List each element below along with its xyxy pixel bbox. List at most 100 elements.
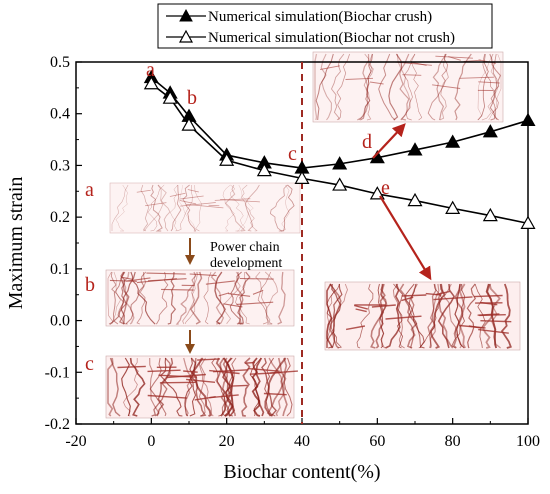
force-chain xyxy=(314,53,318,121)
inset-label-a: a xyxy=(85,179,94,201)
force-chain xyxy=(240,184,258,232)
force-chain xyxy=(490,53,499,121)
y-tick-label: 0.2 xyxy=(50,209,70,226)
force-chain xyxy=(157,184,171,232)
arrow-d xyxy=(372,123,406,159)
force-chain-branch xyxy=(448,56,461,61)
force-chain-branch xyxy=(223,303,243,308)
force-chain-branch xyxy=(121,276,133,280)
force-chain xyxy=(222,184,235,232)
inset-image-b xyxy=(105,269,295,327)
force-chain xyxy=(107,271,114,325)
series-2-point xyxy=(219,152,235,166)
force-chain xyxy=(466,283,477,349)
force-chain xyxy=(439,53,449,121)
force-chain xyxy=(230,184,246,232)
force-chain xyxy=(198,357,206,417)
inset-image-e xyxy=(324,281,521,351)
force-chain-branch xyxy=(179,200,197,205)
force-chain xyxy=(211,357,227,417)
force-chain xyxy=(269,184,288,232)
x-axis: -20 0 20 40 60 80 100 xyxy=(65,418,540,450)
force-chain-branch xyxy=(247,367,280,372)
force-chain xyxy=(457,283,466,349)
series-2-point xyxy=(445,200,461,214)
force-chain-branch xyxy=(146,272,186,275)
y-tick-label: 0.3 xyxy=(50,157,70,174)
force-chain xyxy=(179,184,200,232)
force-chain-branch xyxy=(145,202,167,207)
force-chain xyxy=(235,184,254,232)
force-chain-branch xyxy=(236,301,274,305)
force-chain xyxy=(159,357,183,417)
force-chain xyxy=(215,357,231,417)
series-1-point xyxy=(482,124,498,138)
force-chain xyxy=(255,271,273,325)
series-line-2 xyxy=(150,83,529,225)
force-chain xyxy=(155,271,169,325)
force-chain xyxy=(147,184,165,232)
force-chain-branch xyxy=(161,288,194,291)
point-label-c: c xyxy=(288,143,297,165)
legend-marker-not-crush xyxy=(178,29,194,43)
force-chain xyxy=(110,271,128,325)
force-chain xyxy=(245,184,260,232)
y-tick-label: 0.5 xyxy=(50,54,70,71)
force-chain xyxy=(113,271,125,325)
force-chain xyxy=(184,357,194,417)
force-chain xyxy=(182,271,199,325)
force-chain-branch xyxy=(425,292,442,296)
inset-image-d xyxy=(312,51,504,123)
force-chain xyxy=(111,184,129,231)
force-chain-branch xyxy=(180,202,216,207)
force-chain-branch xyxy=(433,296,473,301)
force-chain xyxy=(156,357,174,417)
force-chain xyxy=(410,53,423,121)
force-chain-branch xyxy=(354,304,368,310)
series-2-point xyxy=(181,117,197,131)
force-chain xyxy=(225,357,234,417)
force-chain-branch xyxy=(402,74,422,76)
force-chain xyxy=(182,184,197,232)
y-tick-label: 0.0 xyxy=(50,313,70,330)
force-chain xyxy=(264,357,276,417)
force-chain xyxy=(280,357,288,417)
inset-label-c: c xyxy=(85,353,94,375)
force-chain xyxy=(427,53,449,121)
force-chain xyxy=(150,184,163,232)
force-chain xyxy=(360,53,374,121)
force-chain-branch xyxy=(239,277,274,280)
force-chain xyxy=(356,53,370,121)
x-tick-label: 60 xyxy=(369,433,385,450)
series-1-point xyxy=(520,112,536,127)
force-chain-branch xyxy=(385,315,422,320)
force-chain xyxy=(364,53,374,121)
force-chain-branch xyxy=(435,55,473,59)
force-chain-branch xyxy=(169,192,186,197)
force-chain xyxy=(175,271,197,325)
force-chain xyxy=(111,271,121,325)
force-chain-branch xyxy=(477,313,500,316)
force-chain xyxy=(451,284,466,349)
x-tick-label: 0 xyxy=(147,433,155,450)
force-chain-branch xyxy=(252,289,264,295)
legend-entry-not-crush: Numerical simulation(Biochar not crush) xyxy=(208,30,455,46)
force-chain xyxy=(149,357,160,417)
force-chain-branch xyxy=(180,195,204,200)
series-2-point xyxy=(294,170,310,184)
force-chain-branch xyxy=(209,369,240,375)
x-tick-label: -20 xyxy=(65,433,86,450)
force-chain xyxy=(388,53,403,121)
force-chain-branch xyxy=(126,277,151,282)
force-chain-branch xyxy=(371,304,396,308)
force-chain xyxy=(264,271,278,325)
force-chain xyxy=(336,53,350,121)
force-chain-branch xyxy=(345,77,374,80)
series-2-point xyxy=(482,207,498,222)
annotation-line-2: development xyxy=(210,256,282,271)
force-chain xyxy=(477,53,494,121)
force-chain xyxy=(481,53,498,121)
series-layer xyxy=(143,69,536,229)
force-chain xyxy=(176,184,193,232)
force-chain xyxy=(378,53,396,121)
